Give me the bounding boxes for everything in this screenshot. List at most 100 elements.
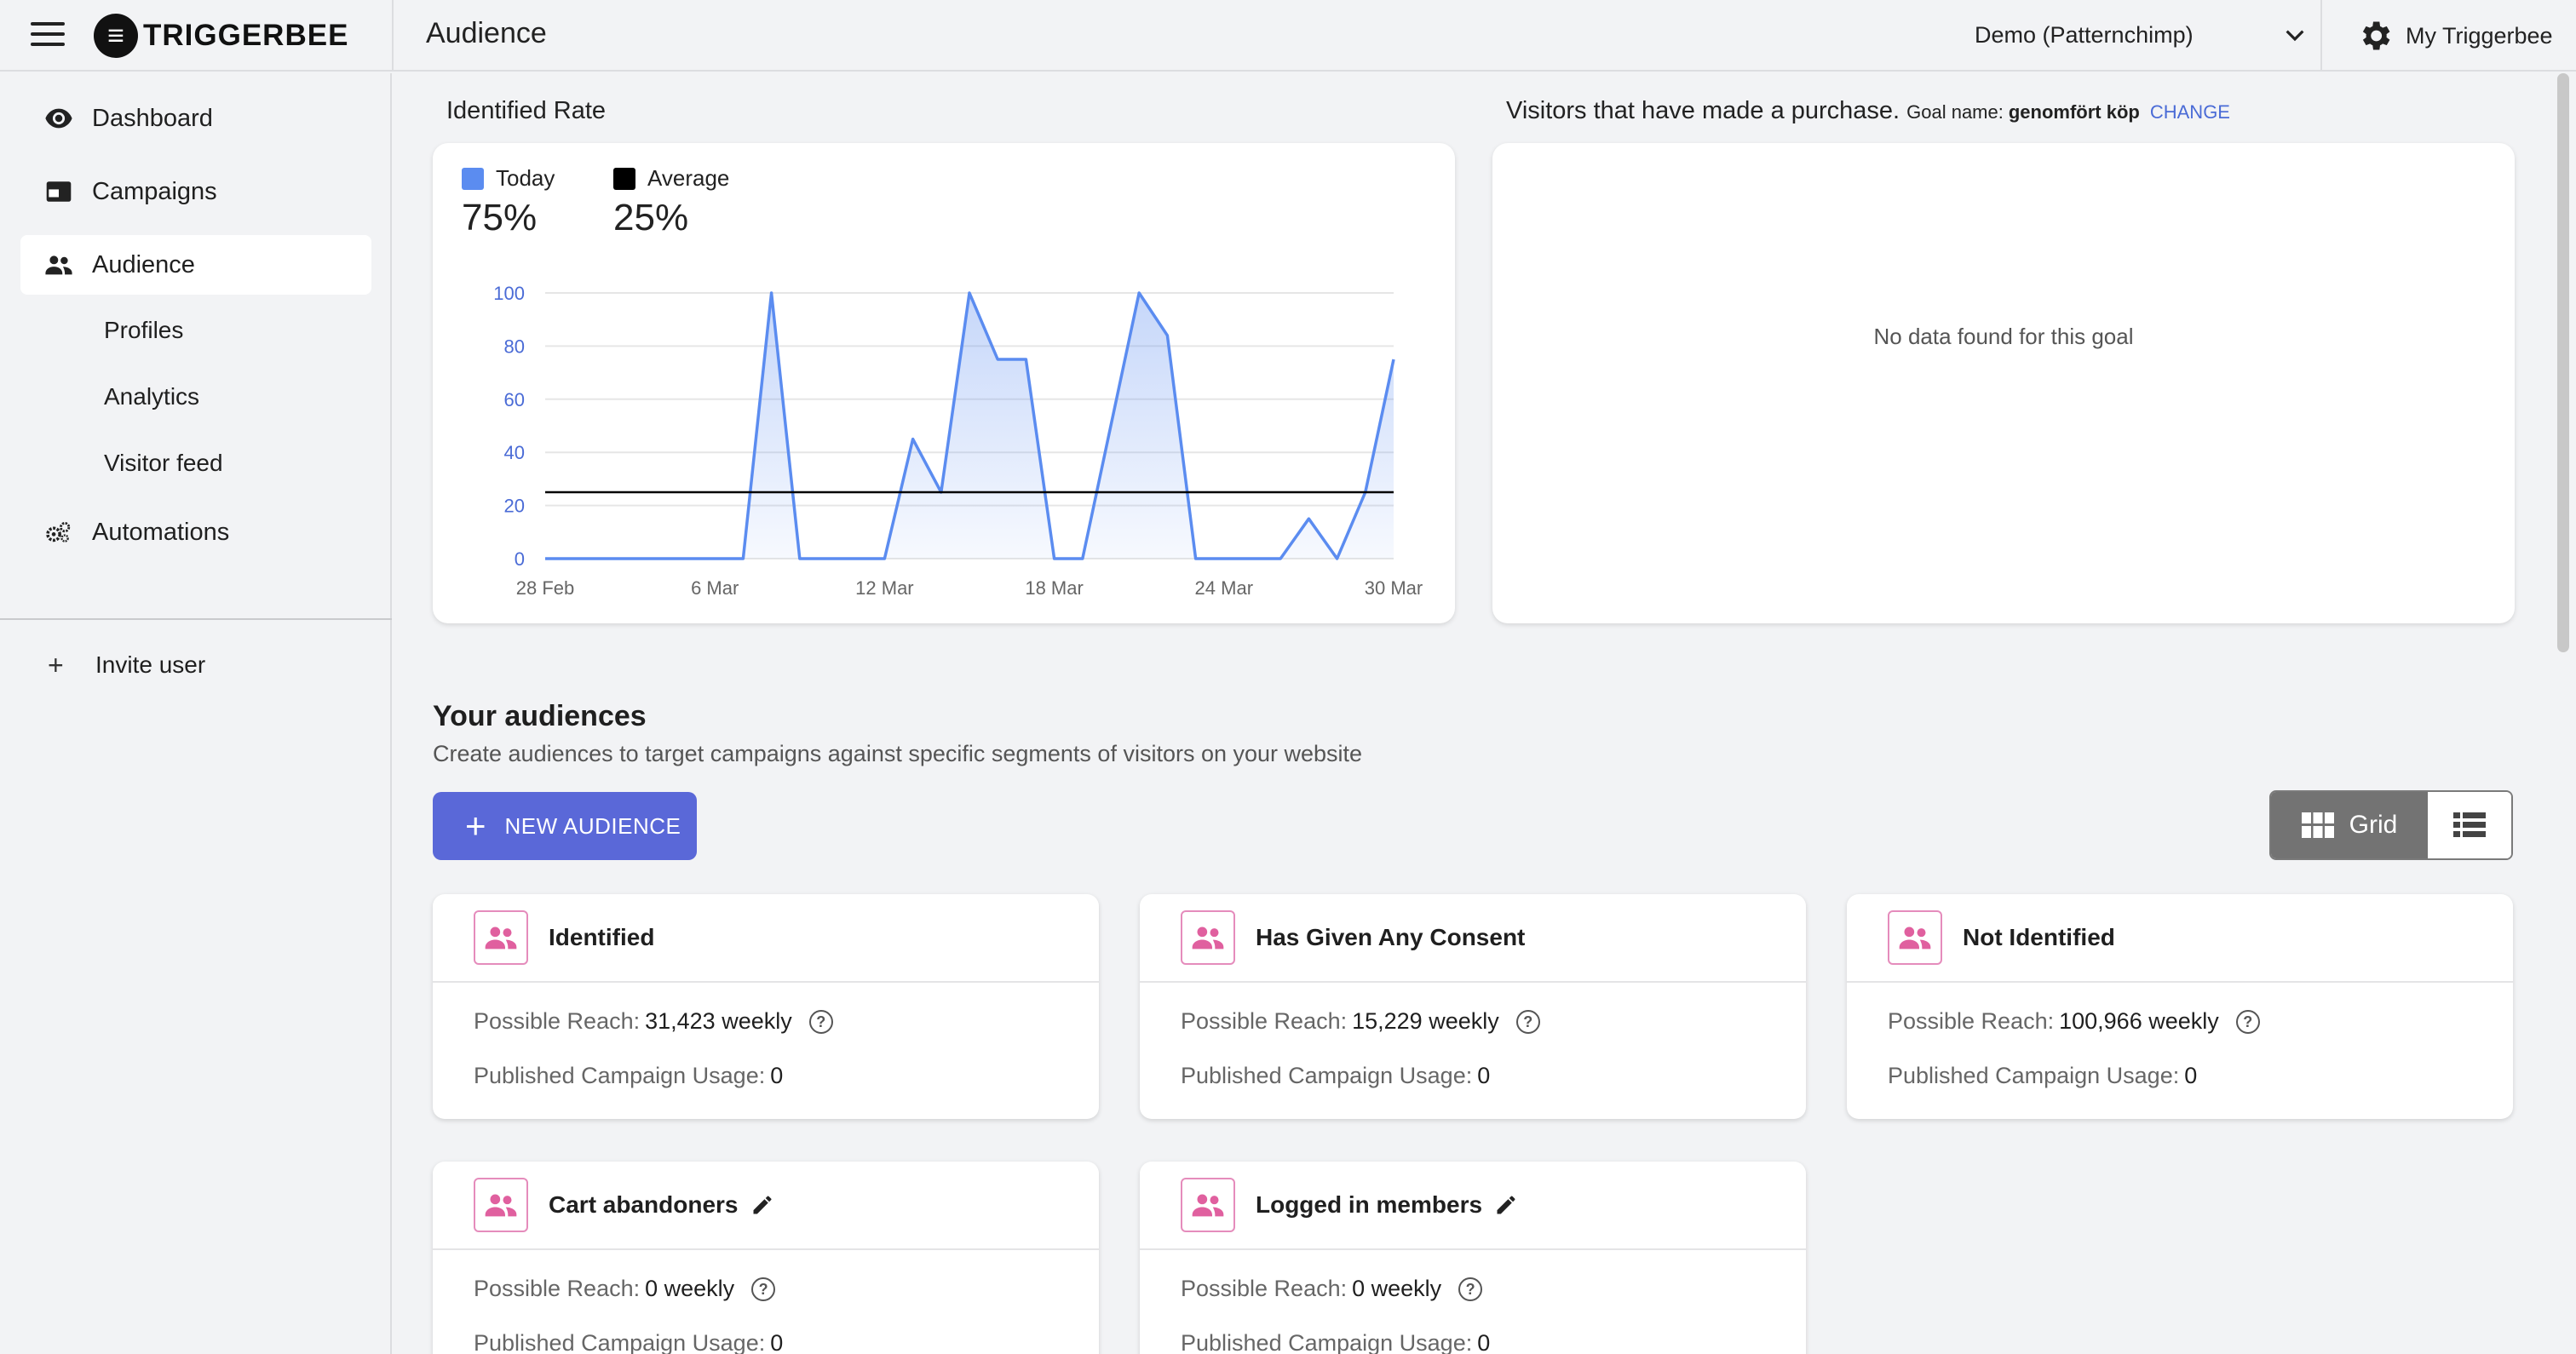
sidebar-item-label: Dashboard [92, 104, 213, 132]
campaign-usage: Published Campaign Usage: 0 [474, 1330, 783, 1354]
identified-rate-title: Identified Rate [446, 97, 607, 124]
audience-card-header: Has Given Any Consent [1140, 894, 1806, 983]
help-icon[interactable]: ? [808, 1009, 833, 1034]
sidebar-subitem-analytics[interactable]: Analytics [82, 373, 199, 421]
usage-value: 0 [1477, 1063, 1491, 1088]
possible-reach: Possible Reach: 100,966 weekly? [1888, 1008, 2260, 1035]
pencil-icon[interactable] [750, 1193, 774, 1217]
x-tick-label: 28 Feb [516, 577, 575, 599]
campaign-icon [46, 181, 72, 202]
today-area [545, 293, 1394, 559]
y-tick-label: 60 [504, 389, 525, 410]
invite-user-label: Invite user [95, 651, 206, 678]
purchase-card: No data found for this goal [1492, 143, 2515, 623]
today-value: 75% [462, 197, 538, 238]
audience-name: Has Given Any Consent [1256, 924, 1526, 950]
change-goal-link[interactable]: CHANGE [2149, 101, 2230, 123]
menu-icon[interactable] [31, 22, 65, 49]
average-value: 25% [613, 197, 689, 238]
sidebar-subitem-profiles[interactable]: Profiles [82, 307, 183, 354]
reach-value: 15,229 weekly [1352, 1008, 1499, 1034]
list-icon [2453, 812, 2486, 837]
scrollbar[interactable] [2550, 73, 2576, 1354]
y-tick-label: 20 [504, 496, 525, 517]
sidebar-subitem-label: Analytics [104, 383, 200, 410]
usage-label: Published Campaign Usage: [474, 1330, 766, 1354]
reach-value: 100,966 weekly [2059, 1008, 2219, 1034]
identified-rate-chart: 0 20 40 60 80 100 28 Feb 6 Mar 12 Mar 18 Mar 24 Ma… [493, 283, 1423, 599]
people-icon [1888, 910, 1942, 965]
people-icon [474, 910, 528, 965]
account-name: Demo (Patternchimp) [1975, 22, 2194, 48]
reach-label: Possible Reach: [474, 1276, 641, 1301]
sidebar-item-dashboard[interactable]: Dashboard [20, 89, 371, 148]
invite-user-button[interactable]: + Invite user [48, 644, 205, 686]
usage-value: 0 [770, 1330, 784, 1354]
scrollbar-thumb[interactable] [2557, 73, 2569, 652]
help-icon[interactable]: ? [1458, 1277, 1483, 1301]
new-audience-button[interactable]: + NEW AUDIENCE [433, 792, 697, 860]
help-icon[interactable]: ? [2235, 1009, 2260, 1034]
triggerbee-logo-icon: ≡ [94, 14, 138, 58]
sidebar: Dashboard Campaigns Audience Profiles An… [0, 73, 392, 1354]
usage-value: 0 [770, 1063, 784, 1088]
x-tick-label: 6 Mar [691, 577, 739, 599]
reach-label: Possible Reach: [1181, 1276, 1348, 1301]
logo[interactable]: ≡ TRIGGERBEE [94, 14, 348, 58]
sidebar-item-label: Audience [92, 250, 195, 278]
legend-today: Today 75% [462, 165, 555, 239]
possible-reach: Possible Reach: 0 weekly? [1181, 1276, 1483, 1302]
audience-card[interactable]: Cart abandoners Possible Reach: 0 weekly? P… [433, 1162, 1099, 1354]
usage-label: Published Campaign Usage: [474, 1063, 766, 1088]
grid-view-button[interactable]: Grid [2271, 792, 2428, 858]
divider [392, 0, 394, 72]
sidebar-item-label: Campaigns [92, 177, 217, 205]
sidebar-item-label: Automations [92, 518, 230, 546]
y-tick-label: 80 [504, 336, 525, 357]
empty-state-message: No data found for this goal [1873, 324, 2134, 349]
account-select[interactable]: Demo (Patternchimp) [1959, 0, 2317, 72]
audience-card-header: Not Identified [1847, 894, 2513, 983]
divider [0, 618, 392, 620]
audience-card[interactable]: Identified Possible Reach: 31,423 weekly? P… [433, 894, 1099, 1119]
pencil-icon[interactable] [1494, 1193, 1518, 1217]
sidebar-item-automations[interactable]: Automations [20, 502, 371, 562]
brand-name: TRIGGERBEE [143, 19, 349, 52]
legend-swatch-today [462, 167, 484, 190]
x-tick-label: 30 Mar [1365, 577, 1423, 599]
audiences-description: Create audiences to target campaigns aga… [433, 741, 1363, 766]
my-triggerbee-button[interactable]: My Triggerbee [2356, 15, 2553, 56]
usage-value: 0 [2184, 1063, 2198, 1088]
identified-rate-card: Today 75% Average 25% 0 20 40 60 80 100 28 Feb… [433, 143, 1455, 623]
help-icon[interactable]: ? [751, 1277, 776, 1301]
audience-name: Not Identified [1963, 924, 2115, 950]
usage-label: Published Campaign Usage: [1181, 1063, 1473, 1088]
legend-label: Today [496, 165, 555, 191]
plus-icon: + [465, 806, 486, 846]
audience-card[interactable]: Has Given Any Consent Possible Reach: 15,2… [1140, 894, 1806, 1119]
list-view-button[interactable] [2428, 792, 2511, 858]
people-icon [1181, 1178, 1235, 1232]
audience-card-header: Identified [433, 894, 1099, 983]
x-tick-label: 12 Mar [855, 577, 913, 599]
audience-card-header: Logged in members [1140, 1162, 1806, 1250]
divider [2320, 0, 2322, 72]
sidebar-subitem-visitor-feed[interactable]: Visitor feed [82, 439, 223, 487]
sidebar-item-campaigns[interactable]: Campaigns [20, 162, 371, 221]
reach-label: Possible Reach: [1888, 1008, 2055, 1034]
possible-reach: Possible Reach: 31,423 weekly? [474, 1008, 833, 1035]
reach-value: 31,423 weekly [645, 1008, 792, 1034]
campaign-usage: Published Campaign Usage: 0 [474, 1063, 783, 1089]
purchase-header: Visitors that have made a purchase. Goal… [1506, 97, 2230, 125]
reach-label: Possible Reach: [1181, 1008, 1348, 1034]
audience-card[interactable]: Not Identified Possible Reach: 100,966 wee… [1847, 894, 2513, 1119]
goal-name: genomfört köp [2008, 101, 2140, 123]
top-bar: ≡ TRIGGERBEE Audience Demo (Patternchimp… [0, 0, 2576, 72]
sidebar-item-audience[interactable]: Audience [20, 235, 371, 295]
help-icon[interactable]: ? [1515, 1009, 1540, 1034]
reach-label: Possible Reach: [474, 1008, 641, 1034]
goal-name-label: Goal name: [1906, 101, 2004, 123]
audience-card[interactable]: Logged in members Possible Reach: 0 weekly… [1140, 1162, 1806, 1354]
page-title: Audience [426, 17, 547, 49]
usage-value: 0 [1477, 1330, 1491, 1354]
